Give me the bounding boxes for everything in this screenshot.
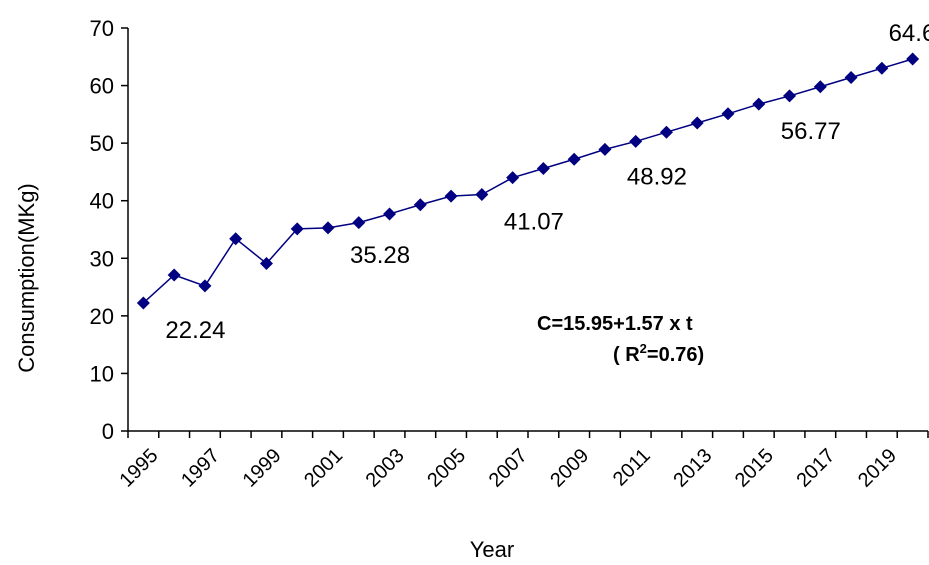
data-point: [383, 207, 397, 221]
y-tick-label: 10: [90, 361, 114, 386]
x-tick-label: 1997: [177, 445, 224, 492]
equation-r-superscript: 2: [640, 341, 647, 356]
data-point: [413, 198, 427, 212]
data-point: [536, 161, 550, 175]
y-axis-title: Consumption(MKg): [14, 183, 39, 373]
x-tick-label: 2001: [300, 445, 347, 492]
equation-line-2: ( R2=0.76): [613, 341, 704, 366]
data-point: [906, 52, 920, 66]
series-layer: [136, 52, 920, 310]
data-label: 22.24: [165, 317, 225, 344]
equation-line-1: C=15.95+1.57 x t: [537, 313, 693, 335]
x-tick-label: 2015: [731, 445, 778, 492]
data-point: [659, 125, 673, 139]
data-point: [813, 80, 827, 94]
y-tick-label: 70: [90, 16, 114, 41]
x-tick-label: 2005: [423, 445, 470, 492]
y-tick-label: 50: [90, 131, 114, 156]
data-point: [290, 222, 304, 236]
x-axis: 1995 1997 1999 2001 2003 2005 2007 2009 2011 2013…: [116, 430, 929, 492]
y-tick-label: 0: [102, 419, 114, 444]
data-point: [352, 216, 366, 230]
data-point: [167, 268, 181, 282]
series-line: [142, 58, 913, 304]
x-tick-label: 2009: [546, 445, 593, 492]
data-point: [844, 71, 858, 85]
data-point: [567, 152, 581, 166]
x-tick-label: 2003: [362, 445, 409, 492]
data-point: [783, 89, 797, 103]
data-label: 35.28: [350, 242, 410, 269]
data-point: [506, 171, 520, 185]
equation-r-suffix: =0.76): [647, 344, 704, 366]
data-point: [598, 142, 612, 156]
data-label: 56.77: [781, 118, 841, 145]
data-point: [229, 232, 243, 246]
data-label: 48.92: [627, 163, 687, 190]
data-point: [629, 134, 643, 148]
y-tick-label: 20: [90, 304, 114, 329]
equation-r-prefix: ( R: [613, 344, 640, 366]
x-tick-label: 2011: [609, 445, 655, 491]
data-point: [690, 116, 704, 130]
x-axis-title: Year: [470, 537, 514, 562]
data-labels: 22.24 35.28 41.07 48.92 56.77 64.62: [165, 20, 929, 344]
data-point: [721, 107, 735, 121]
y-axis: 0 10 20 30 40 50 60 70: [90, 16, 129, 444]
x-tick-label: 2007: [485, 445, 532, 492]
x-tick-label: 2017: [792, 445, 839, 492]
data-point: [475, 188, 489, 202]
data-point: [321, 221, 335, 235]
data-point: [259, 256, 273, 270]
data-point: [198, 279, 212, 293]
x-tick-label: 1995: [116, 445, 163, 492]
y-tick-label: 30: [90, 246, 114, 271]
x-tick-label: 1999: [239, 445, 286, 492]
data-point: [752, 97, 766, 111]
y-tick-label: 40: [90, 189, 114, 214]
data-label: 41.07: [504, 209, 564, 236]
data-point: [444, 189, 458, 203]
x-tick-label: 2019: [854, 445, 901, 492]
x-tick-label: 2013: [669, 445, 716, 492]
y-tick-label: 60: [90, 74, 114, 99]
data-point: [136, 296, 150, 310]
data-label: 64.62: [889, 20, 929, 47]
data-point: [875, 61, 889, 75]
